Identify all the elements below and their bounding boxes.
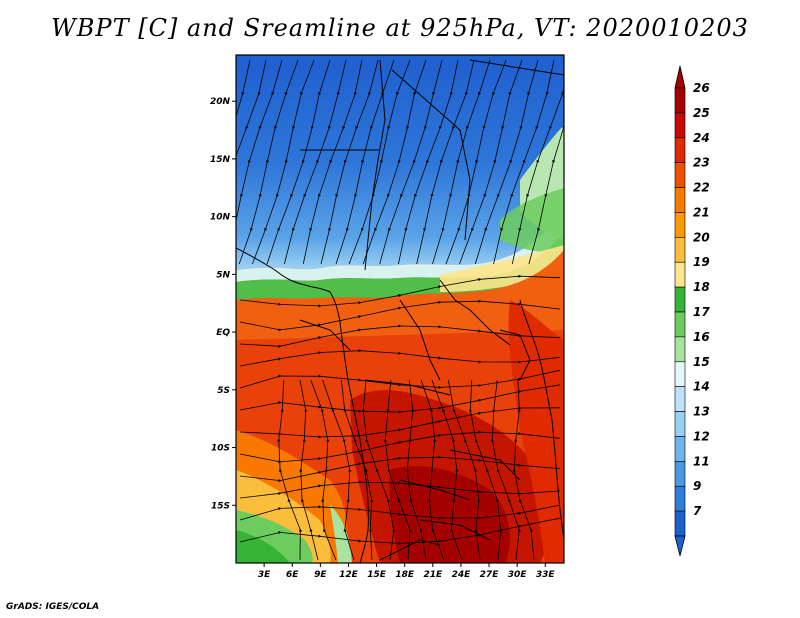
colorbar-swatch xyxy=(674,87,686,114)
colorbar-swatch xyxy=(674,237,686,263)
latitude-axis: 20N 15N 10N 5N EQ 5S 10S 15S xyxy=(210,97,236,511)
lon-tick-label: 3E xyxy=(258,570,271,580)
longitude-axis: 3E 6E 9E 12E 15E 18E 21E 24E 27E 30E 33E xyxy=(258,563,556,580)
colorbar-swatch xyxy=(674,212,686,238)
streamline xyxy=(239,324,561,349)
colorbar-label: 25 xyxy=(693,106,710,120)
colorbar-label: 16 xyxy=(693,330,710,344)
lon-tick-label: 24E xyxy=(452,570,472,580)
colorbar-top-arrow xyxy=(674,65,686,89)
lat-tick-label: 5S xyxy=(217,386,230,396)
colorbar-swatch xyxy=(674,461,686,487)
lon-tick-label: 9E xyxy=(314,570,327,580)
colorbar-swatch xyxy=(674,162,686,188)
colorbar-label: 17 xyxy=(693,305,710,319)
colorbar-swatch xyxy=(674,137,686,163)
colorbar-label: 18 xyxy=(693,280,710,294)
streamline xyxy=(310,379,337,561)
wbpt-field xyxy=(236,55,564,563)
colorbar-label: 13 xyxy=(693,405,710,419)
lat-tick-label: 10N xyxy=(210,213,231,223)
colorbar-swatch xyxy=(674,510,686,537)
colorbar-label: 26 xyxy=(693,81,710,95)
lon-tick-label: 30E xyxy=(508,570,528,580)
colorbar-label: 7 xyxy=(693,504,702,518)
colorbar-swatch xyxy=(674,386,686,412)
colorbar-swatch xyxy=(674,485,686,512)
lat-tick-label: 5N xyxy=(216,270,230,280)
colorbar-swatch xyxy=(674,361,686,387)
colorbar-label: 19 xyxy=(693,255,710,269)
colorbar-label: 11 xyxy=(693,454,710,468)
lat-tick-label: 10S xyxy=(211,444,230,454)
lon-tick-label: 15E xyxy=(367,570,387,580)
grads-credit: GrADS: IGES/COLA xyxy=(6,602,100,612)
colorbar-label: 9 xyxy=(693,479,701,493)
lon-tick-label: 33E xyxy=(536,570,556,580)
lat-tick-label: 15S xyxy=(211,501,230,511)
colorbar-swatch xyxy=(674,112,686,139)
colorbar-swatch xyxy=(674,336,686,363)
streamlines xyxy=(236,59,564,561)
lat-tick-label: EQ xyxy=(216,328,230,338)
lon-tick-label: 21E xyxy=(423,570,443,580)
map-title: WBPT [C] and Sreamline at 925hPa, VT: 20… xyxy=(51,14,749,42)
lat-tick-label: 15N xyxy=(210,155,231,165)
colorbar-label: 22 xyxy=(693,181,710,195)
colorbar-label: 23 xyxy=(693,156,710,170)
colorbar-label: 12 xyxy=(693,429,710,443)
colorbar-label: 21 xyxy=(693,205,710,219)
streamline xyxy=(239,369,561,389)
colorbar-swatch xyxy=(674,261,686,288)
colorbar-bottom-arrow xyxy=(674,535,686,557)
lon-tick-label: 27E xyxy=(480,570,500,580)
streamline xyxy=(512,379,535,561)
colorbar-label: 15 xyxy=(693,355,710,369)
streamline xyxy=(405,379,427,561)
lon-tick-label: 6E xyxy=(286,570,299,580)
colorbar: 26 25 24 23 22 21 20 19 18 17 16 15 14 13 12 11 9 7 xyxy=(674,65,710,557)
streamline xyxy=(420,379,445,561)
streamline xyxy=(299,379,319,561)
lon-tick-label: 18E xyxy=(395,570,415,580)
colorbar-swatch xyxy=(674,411,686,437)
streamline xyxy=(528,91,564,265)
colorbar-swatch xyxy=(674,436,686,462)
colorbar-swatch xyxy=(674,311,686,338)
colorbar-swatch xyxy=(674,286,686,313)
colorbar-label: 20 xyxy=(693,230,710,244)
colorbar-label: 14 xyxy=(693,380,710,394)
streamline xyxy=(239,349,561,367)
lon-tick-label: 12E xyxy=(339,570,359,580)
map-frame xyxy=(235,54,565,564)
colorbar-label: 24 xyxy=(693,131,710,145)
lat-tick-label: 20N xyxy=(210,97,231,107)
colorbar-swatch xyxy=(674,187,686,213)
